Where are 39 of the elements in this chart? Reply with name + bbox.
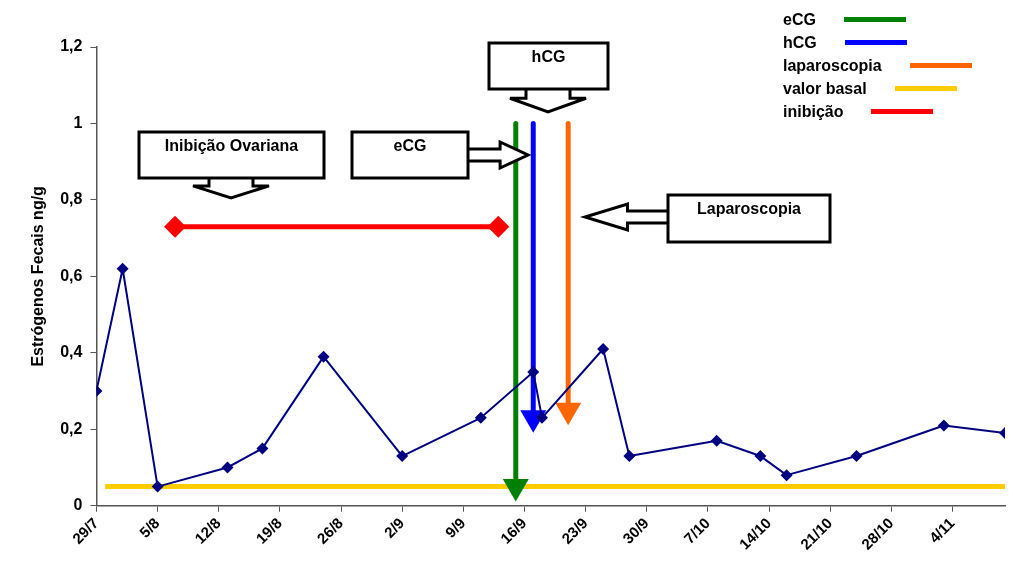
y-tick-label: 1,2 xyxy=(60,37,83,55)
y-axis-title: Estrógenos Fecais ng/g xyxy=(29,186,47,367)
y-tick-label: 1 xyxy=(73,113,83,131)
point xyxy=(151,480,164,493)
point xyxy=(221,461,234,474)
y-tick-label: 0 xyxy=(73,496,83,514)
annotation: eCG xyxy=(392,137,428,155)
legend-label: valor basal xyxy=(783,79,867,98)
point xyxy=(850,450,863,463)
annotation: hCG xyxy=(530,48,567,66)
legend-label: eCG xyxy=(783,10,816,29)
legend-label: hCG xyxy=(783,33,817,52)
y-tick-label: 0,8 xyxy=(60,190,83,208)
point xyxy=(474,411,487,424)
y-tick-label: 0,2 xyxy=(60,419,83,437)
x-tick-label: 5/8 xyxy=(135,514,163,541)
x-tick-label: 2/9 xyxy=(380,514,408,541)
point xyxy=(623,450,636,463)
point xyxy=(256,442,269,455)
annotation: Laparoscopia xyxy=(696,200,802,218)
point xyxy=(487,215,510,238)
point xyxy=(937,419,950,432)
point xyxy=(780,469,793,482)
point xyxy=(597,343,610,355)
legend-label: laparoscopia xyxy=(783,56,882,75)
y-tick-label: 0,6 xyxy=(60,266,83,284)
x-tick-label: 9/9 xyxy=(441,514,469,541)
point xyxy=(710,434,723,447)
point xyxy=(396,450,409,463)
point xyxy=(116,262,129,275)
legend-label: inibição xyxy=(783,102,844,121)
point xyxy=(164,215,187,238)
point xyxy=(317,350,330,363)
x-tick-label: 4/11 xyxy=(925,514,958,547)
y-tick-label: 0,4 xyxy=(60,343,83,361)
x-tick-label: 7/10 xyxy=(680,514,714,547)
annotation: Inibição Ovariana xyxy=(163,137,300,155)
point xyxy=(754,450,767,463)
point xyxy=(527,365,540,378)
